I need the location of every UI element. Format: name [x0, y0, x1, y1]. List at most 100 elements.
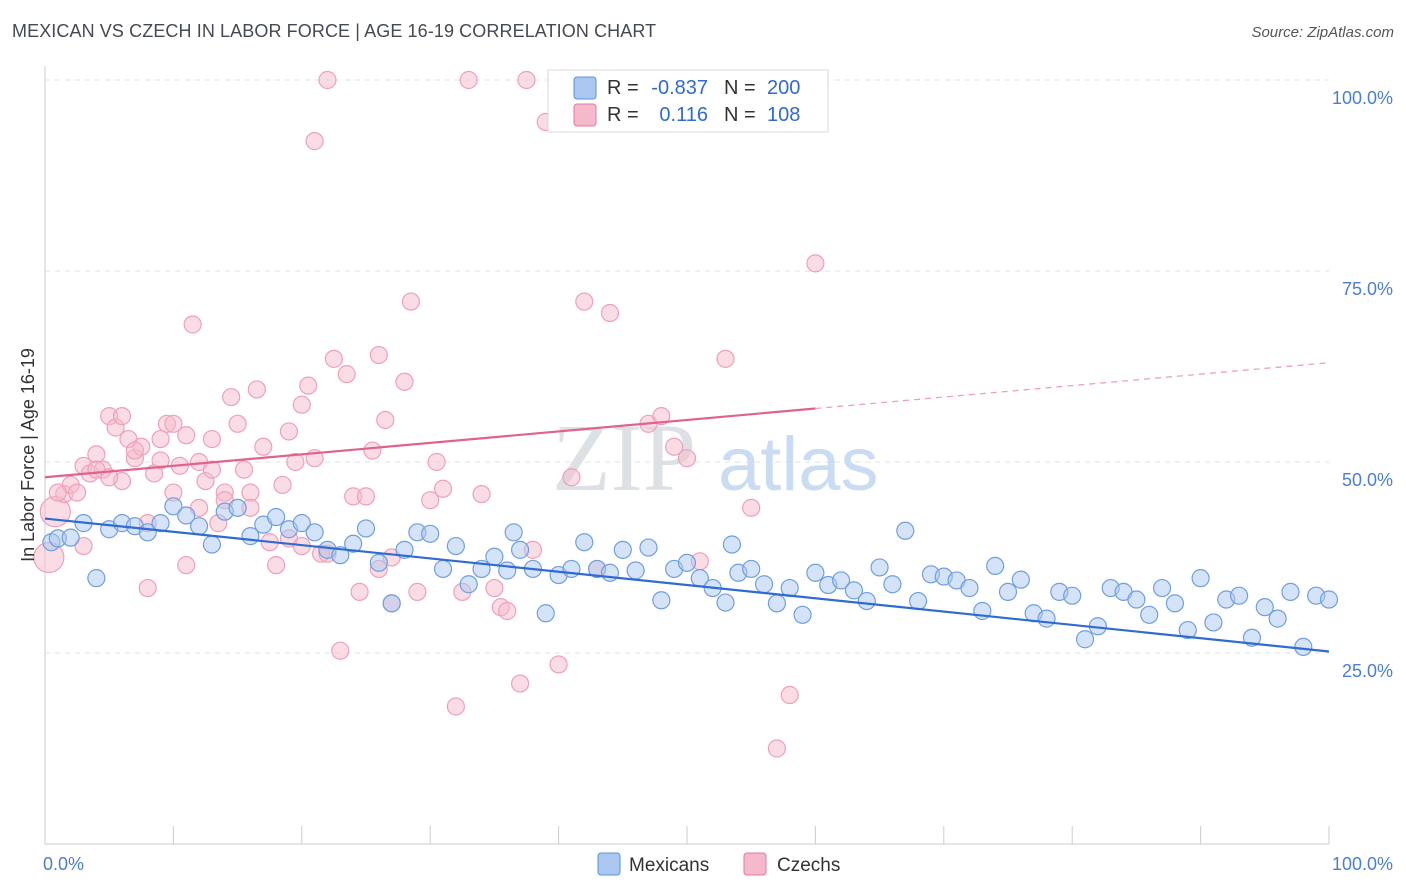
mexican-point-93: [1204, 613, 1223, 632]
czech-point-38: [286, 452, 305, 472]
czech-point-31: [241, 483, 260, 502]
mexican-point-59: [767, 594, 786, 613]
y-tick-label-2: 75.0%: [1342, 279, 1393, 299]
czech-point-88: [202, 429, 222, 449]
legend-czechs-label: Czechs: [777, 855, 840, 876]
czech-point-25: [202, 460, 222, 479]
mexican-point-25: [356, 519, 376, 538]
mexican-point-43: [575, 533, 594, 552]
trend-lines: [44, 362, 1330, 653]
czech-point-48: [350, 582, 369, 601]
mexican-point-31: [433, 559, 453, 579]
czech-point-52: [376, 410, 395, 430]
czech-point-35: [267, 556, 286, 575]
czech-point-80: [665, 437, 684, 456]
y-tick-label-3: 100.0%: [1332, 88, 1393, 108]
czech-point-92: [305, 132, 324, 151]
legend-mexicans-label: Mexicans: [629, 855, 709, 876]
czech-point-63: [472, 484, 491, 504]
czech-point-39: [292, 395, 311, 414]
mexican-point-95: [1230, 586, 1249, 605]
czech-point-59: [433, 479, 453, 498]
mexican-point-12: [189, 517, 209, 536]
mexican-point-74: [960, 578, 979, 598]
czech-point-84: [742, 498, 761, 517]
czech-trend-extension: [815, 362, 1330, 410]
czech-point-37: [279, 422, 299, 441]
czech-point-107: [48, 483, 67, 502]
czech-point-45: [331, 641, 350, 660]
x-tick-label-0: 0.0%: [43, 854, 84, 874]
legend-pink-swatch: [573, 103, 597, 127]
czech-point-62: [459, 70, 478, 90]
mexican-point-51: [677, 553, 697, 572]
czech-point-103: [125, 441, 144, 460]
series-legend: Mexicans Czechs: [597, 852, 840, 876]
czech-point-28: [222, 387, 241, 407]
mexican-point-47: [626, 561, 645, 580]
tick-labels: 25.0% 50.0% 75.0% 100.0% 0.0% 100.0%: [43, 88, 1393, 874]
mexican-point-65: [844, 581, 864, 600]
czech-point-55: [401, 292, 421, 311]
mexican-point-83: [1075, 630, 1095, 649]
mexican-point-100: [1294, 637, 1313, 656]
czech-point-36: [273, 475, 292, 495]
mexican-point-20: [292, 514, 311, 533]
mexican-point-55: [722, 535, 742, 554]
czech-points: [33, 70, 825, 758]
mexican-point-102: [1319, 590, 1339, 609]
mexican-trend-line: [44, 517, 1330, 653]
legend-czechs-swatch: [743, 852, 767, 876]
mexican-point-90: [1165, 594, 1185, 613]
mexican-point-64: [831, 571, 851, 590]
mexican-point-70: [909, 591, 928, 611]
czech-point-46: [337, 365, 356, 384]
czech-point-4: [67, 483, 87, 502]
mexican-point-87: [1127, 590, 1146, 609]
legend-n-value-2: 108: [767, 104, 800, 126]
czech-point-72: [562, 468, 581, 487]
mexican-point-23: [331, 546, 350, 565]
mexican-point-48: [639, 538, 658, 557]
mexican-point-49: [652, 591, 671, 610]
czech-point-50: [363, 441, 382, 460]
czech-point-81: [677, 449, 697, 468]
czech-point-33: [254, 437, 273, 456]
czech-point-85: [767, 739, 786, 758]
mexican-point-99: [1281, 582, 1300, 601]
legend-mexicans-swatch: [597, 852, 621, 876]
mexican-point-33: [459, 575, 478, 594]
czech-point-29: [228, 414, 247, 433]
mexican-point-97: [1255, 598, 1274, 617]
czech-point-56: [408, 582, 427, 601]
mexican-point-91: [1178, 620, 1197, 640]
mexican-point-62: [806, 563, 825, 582]
mexican-point-89: [1152, 578, 1172, 598]
czech-point-64: [485, 578, 504, 598]
watermark-atlas: atlas: [718, 422, 879, 507]
mexican-point-66: [857, 591, 876, 611]
source-label: Source: ZipAtlas.com: [1251, 24, 1394, 41]
czech-point-96: [138, 578, 157, 598]
czech-point-71: [549, 655, 568, 674]
czech-point-73: [575, 292, 594, 311]
mexican-point-26: [369, 553, 388, 572]
legend-r-value-2: 0.116: [659, 104, 708, 126]
czech-point-58: [427, 452, 446, 472]
mexican-point-2: [61, 528, 80, 547]
mexican-point-13: [202, 535, 222, 554]
watermark: ZIP atlas: [552, 404, 879, 511]
mexican-point-4: [87, 569, 106, 588]
czech-point-104: [151, 451, 170, 470]
mexican-point-28: [395, 540, 414, 559]
mexican-point-36: [498, 561, 517, 580]
mexican-point-68: [883, 575, 902, 594]
legend-r-label-2: R =: [607, 104, 639, 126]
czech-point-83: [716, 349, 735, 368]
mexican-point-80: [1037, 609, 1056, 628]
czech-point-30: [234, 460, 254, 479]
legend-n-value-1: 200: [767, 77, 800, 99]
czech-trend-line: [44, 407, 816, 479]
mexican-point-24: [344, 534, 363, 553]
